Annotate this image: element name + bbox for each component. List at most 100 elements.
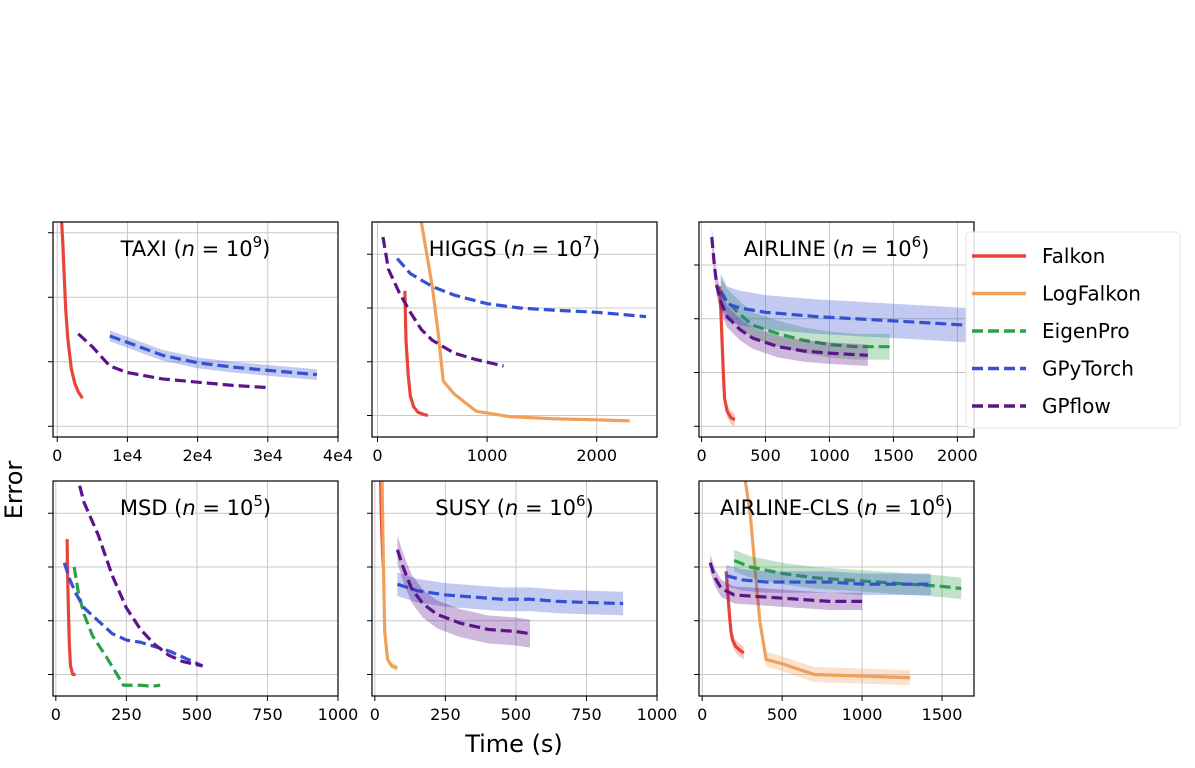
panel-msd: 0 250 500 750 1000 MSD (n = 105): [48, 480, 359, 724]
panel-taxi-gpflow-line: [77, 332, 268, 390]
panel-taxi-xtick-label: 0: [52, 446, 62, 465]
legend-item-gpflow: GPflow: [972, 394, 1111, 418]
panel-higgs-falkon-line: [403, 290, 429, 418]
legend-frame: [965, 231, 1181, 429]
panel-msd-gpytorch-line: [62, 562, 204, 668]
panel-taxi-gpytorch-band: [109, 330, 317, 381]
panel-msd-ticks: 0 250 500 750 1000: [48, 512, 359, 724]
panel-airline-eigenpro-band: [720, 277, 890, 360]
panel-airline-gpflow-line: [710, 236, 868, 357]
panel-susy-ticks: 0 250 500 750 1000: [367, 512, 678, 724]
panel-msd-xtick-label: 500: [182, 705, 213, 724]
panel-airline-cls-xtick-label: 1500: [922, 705, 963, 724]
panel-higgs-xtick-label: 0: [372, 446, 382, 465]
panel-airline-cls-logfalkon-line: [743, 481, 911, 680]
panel-airline-title: AIRLINE (n = 106): [744, 233, 930, 261]
panel-higgs-gpytorch-line: [396, 257, 647, 319]
panel-taxi: 0 1e4 2e4 3e4 4e4 TAXI (n = 109): [48, 221, 353, 465]
panel-airline-cls-xtick-label: 0: [697, 705, 707, 724]
legend-item-eigenpro: EigenPro: [972, 319, 1130, 343]
panel-higgs-xtick-label: 1000: [467, 446, 508, 465]
panel-airline-cls-gpytorch-band: [726, 564, 931, 595]
panel-airline-cls-ticks: 0 500 1000 1500: [694, 512, 963, 724]
panel-msd-gpflow-line: [76, 481, 203, 668]
panel-higgs-series: [381, 222, 647, 423]
panel-susy-gpytorch-band: [397, 572, 624, 616]
panel-taxi-ticks: 0 1e4 2e4 3e4 4e4: [48, 232, 353, 465]
panel-taxi-xtick-label: 2e4: [183, 446, 213, 465]
panel-susy-xtick-label: 0: [370, 705, 380, 724]
panel-airline-cls-xtick-label: 500: [767, 705, 798, 724]
panel-higgs-logfalkon-line: [419, 222, 630, 423]
panel-taxi-gpytorch-line: [109, 334, 318, 377]
panel-airline-cls-eigenpro-line: [733, 559, 962, 591]
panel-susy-xtick-label: 1000: [637, 705, 678, 724]
panel-airline-cls-eigenpro-band: [734, 549, 962, 600]
panel-susy-gpflow-band: [397, 535, 531, 648]
panel-susy-grid: [372, 481, 657, 696]
panel-msd-xtick-label: 750: [252, 705, 283, 724]
panel-airline-cls-gpytorch-line: [725, 574, 931, 586]
panel-airline-xtick-label: 2000: [937, 446, 978, 465]
panel-higgs-grid: [372, 222, 657, 437]
panel-higgs-title: HIGGS (n = 107): [429, 233, 600, 261]
panel-airline-cls-frame: [698, 480, 975, 697]
panel-msd-title: MSD (n = 105): [120, 492, 271, 520]
legend-label-gpflow: GPflow: [1042, 394, 1111, 418]
panel-susy: 0 250 500 750 1000 SUSY (n = 106): [367, 480, 678, 724]
panel-airline-series: [710, 226, 967, 427]
legend-label-gpytorch: GPyTorch: [1042, 357, 1134, 381]
legend-label-logfalkon: LogFalkon: [1042, 282, 1141, 306]
panel-susy-gpytorch-line: [396, 582, 624, 606]
panel-airline-xtick-label: 1000: [809, 446, 850, 465]
panel-msd-xtick-label: 1000: [318, 705, 359, 724]
panel-taxi-title: TAXI (n = 109): [120, 233, 271, 261]
panel-msd-series: [62, 481, 204, 688]
panel-msd-xtick-label: 0: [51, 705, 61, 724]
panel-airline-cls-series: [708, 481, 962, 686]
panel-taxi-series: [60, 222, 318, 400]
panel-airline-xtick-label: 500: [750, 446, 781, 465]
legend-label-eigenpro: EigenPro: [1042, 319, 1130, 343]
panel-susy-xtick-label: 500: [501, 705, 532, 724]
panel-higgs-ticks: 0 1000 2000: [367, 253, 617, 465]
panel-airline-falkon-line: [717, 286, 736, 422]
panel-airline-cls-gpflow-line: [708, 562, 863, 604]
panel-airline-gpytorch-line: [719, 290, 967, 327]
panel-msd-xtick-label: 250: [111, 705, 142, 724]
panel-msd-falkon-line: [65, 539, 76, 677]
panel-taxi-frame: [52, 221, 339, 438]
legend: Falkon LogFalkon EigenPro GPyTorch GPflow: [965, 231, 1181, 429]
panel-higgs-xtick-label: 2000: [576, 446, 617, 465]
panel-higgs-frame: [371, 221, 658, 438]
legend-item-falkon: Falkon: [972, 244, 1105, 268]
panel-taxi-xtick-label: 4e4: [323, 446, 353, 465]
panel-airline-xtick-label: 1500: [873, 446, 914, 465]
panel-susy-title: SUSY (n = 106): [435, 492, 593, 520]
panel-airline-cls-xtick-label: 1000: [842, 705, 883, 724]
subplot-grid: 0 1e4 2e4 3e4 4e4 TAXI (n = 109) 0 1000 2000 HIGG…: [48, 221, 978, 724]
panel-airline-cls-grid: [699, 481, 974, 696]
y-axis-label: Error: [0, 461, 28, 520]
panel-susy-frame: [371, 480, 658, 697]
panel-higgs-gpflow-line: [381, 236, 504, 368]
panel-taxi-xtick-label: 1e4: [112, 446, 142, 465]
panel-susy-series: [379, 481, 624, 672]
panel-susy-gpflow-line: [395, 549, 531, 636]
panel-airline-xtick-label: 0: [696, 446, 706, 465]
panel-susy-xtick-label: 250: [430, 705, 461, 724]
panel-higgs: 0 1000 2000 HIGGS (n = 107): [367, 221, 658, 465]
panel-airline-gpflow-band: [711, 226, 868, 367]
panel-msd-frame: [52, 480, 339, 697]
panel-airline-ticks: 0 500 1000 1500 2000: [694, 264, 978, 465]
legend-label-falkon: Falkon: [1042, 244, 1105, 268]
panel-airline-gpytorch-band: [720, 273, 967, 343]
panel-susy-logfalkon-line: [380, 481, 398, 670]
panel-airline-cls: 0 500 1000 1500 AIRLINE-CLS (n = 106): [694, 480, 975, 724]
panel-taxi-falkon-line: [60, 222, 84, 400]
panel-taxi-xtick-label: 3e4: [253, 446, 283, 465]
legend-item-gpytorch: GPyTorch: [972, 357, 1134, 381]
panel-airline-cls-falkon-line: [724, 571, 745, 655]
panel-airline-cls-title: AIRLINE-CLS (n = 106): [720, 492, 953, 520]
